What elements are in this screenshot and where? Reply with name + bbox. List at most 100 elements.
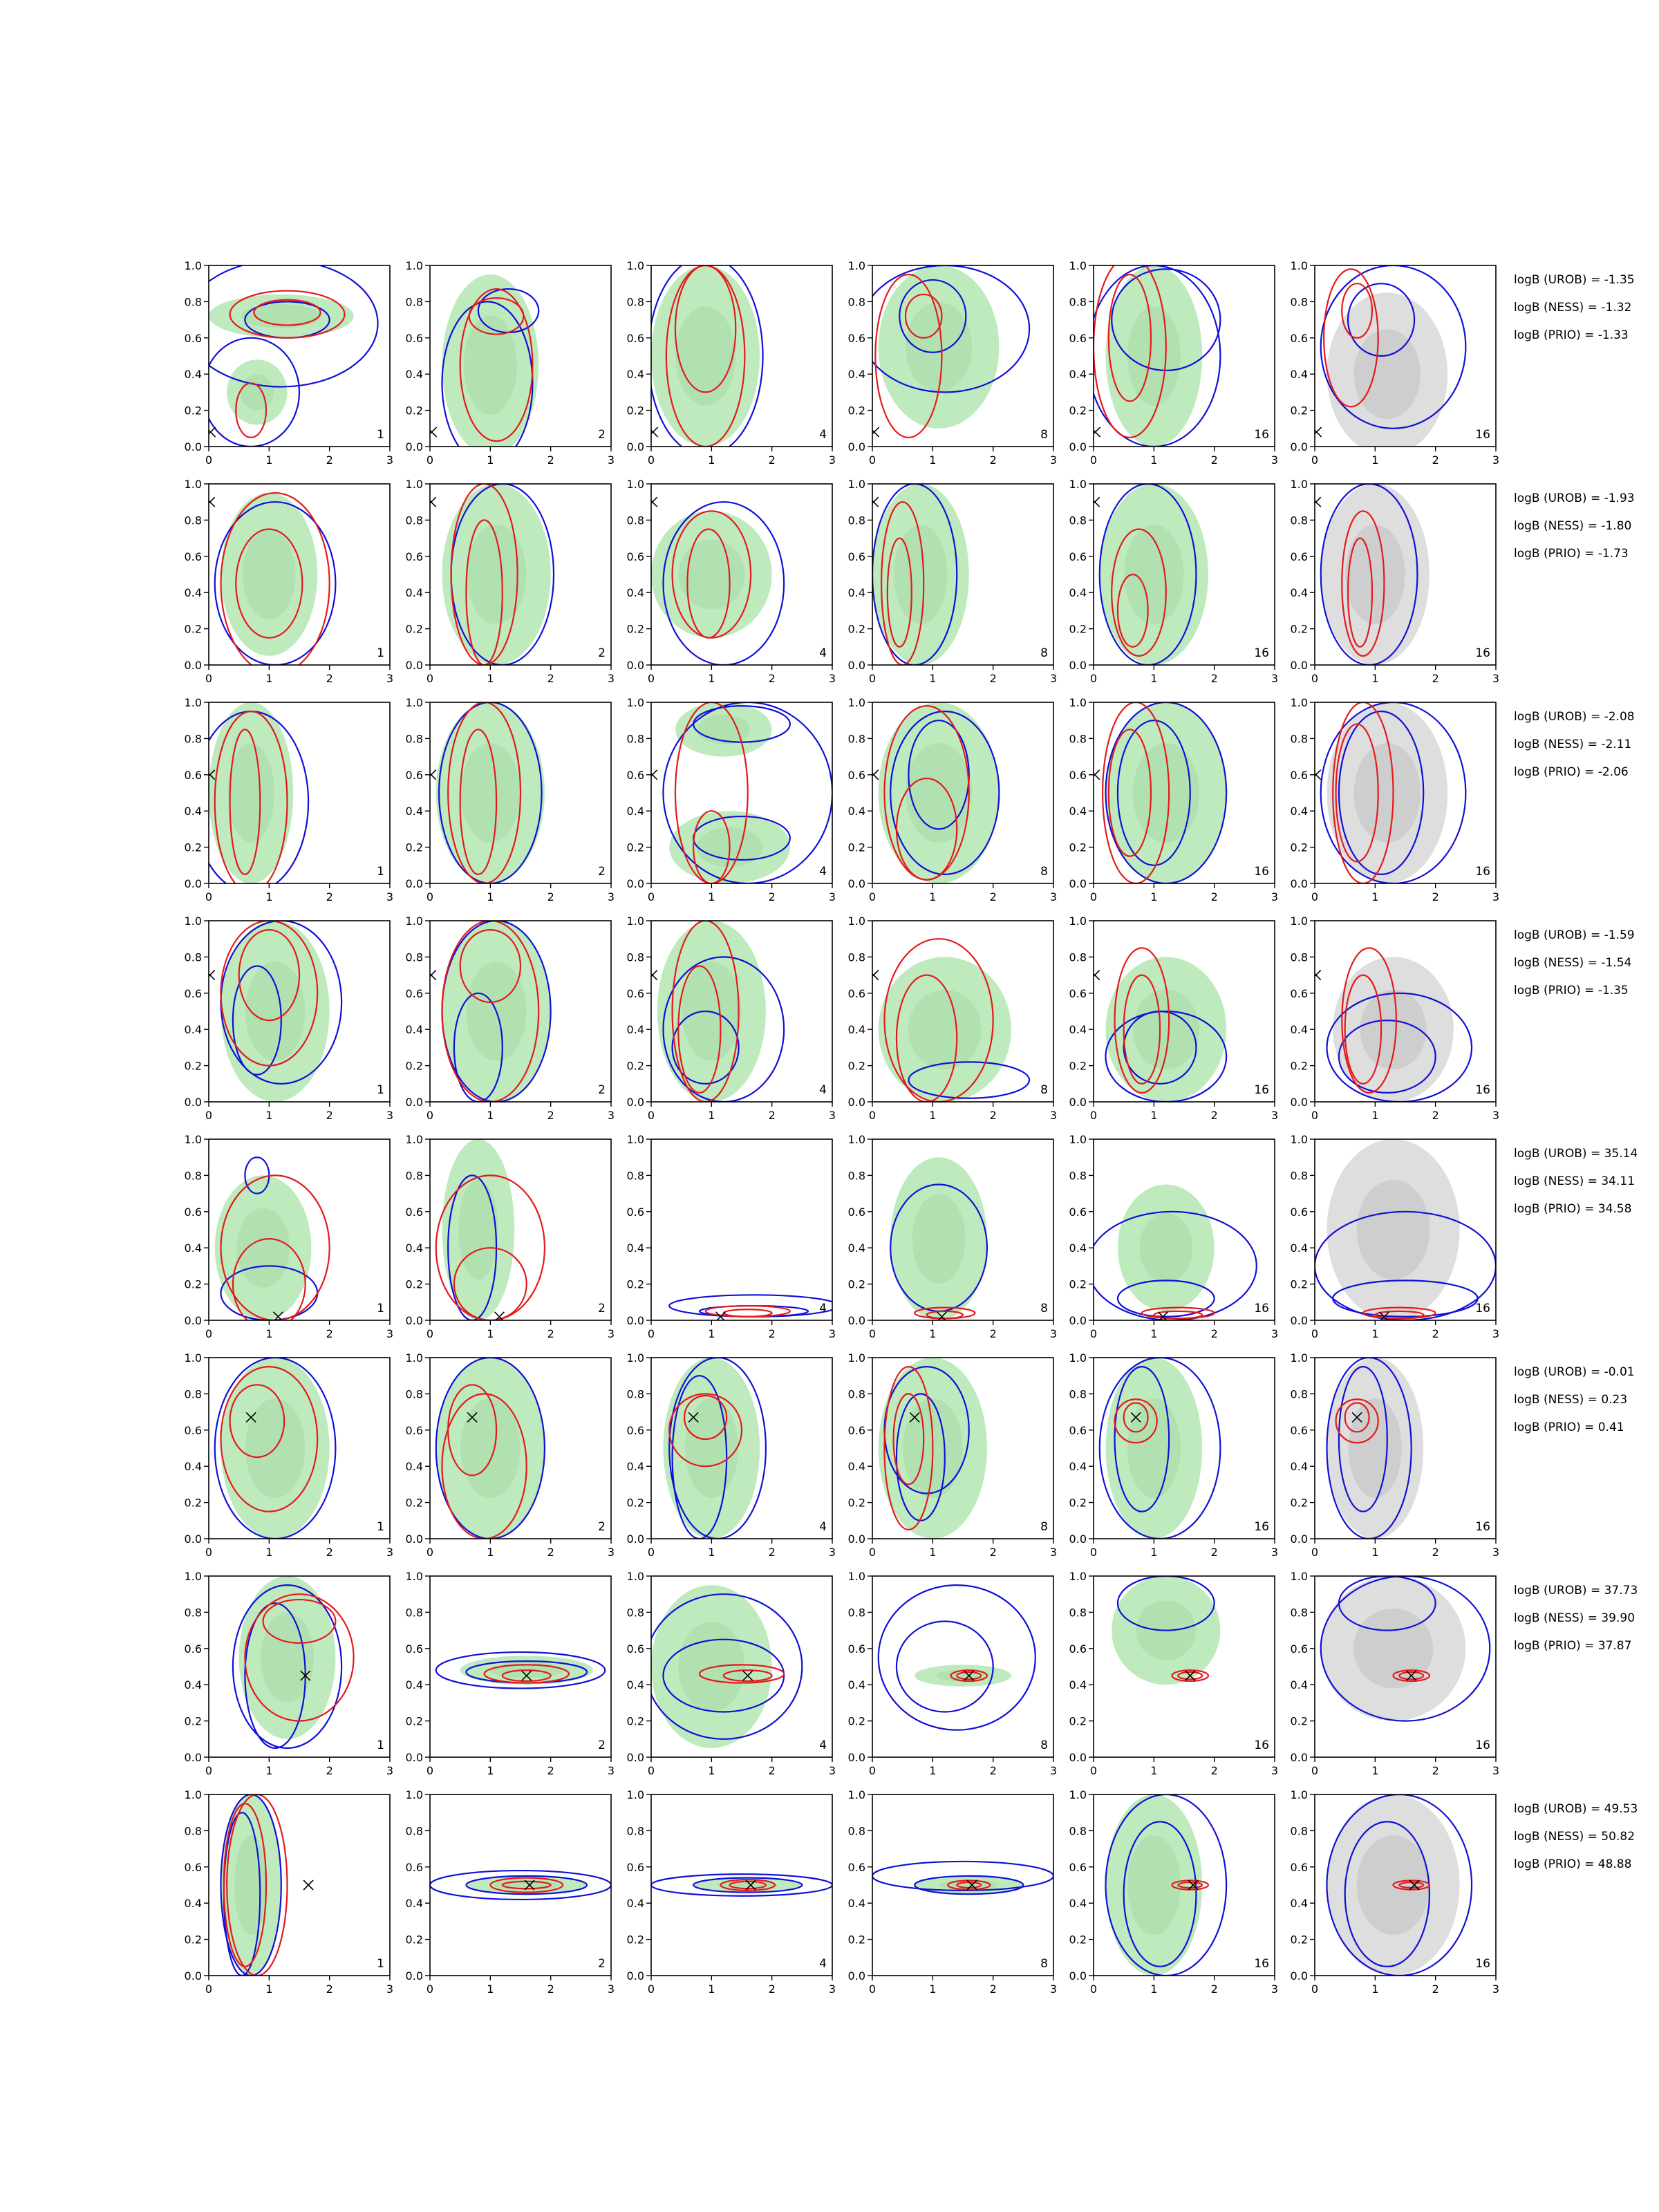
subplot-r8-c2: 0 1 2 30.00.20.40.60.81.02 — [406, 1788, 615, 1996]
y-tick-label: 0.0 — [848, 1969, 865, 1983]
y-tick-label: 0.0 — [1069, 1314, 1087, 1327]
grey-density-region — [1327, 1358, 1424, 1539]
subplot-r7-c6: 0 1 2 3 0.0 0.2 0.4 0.6 0.8 1.0 16 — [1291, 1570, 1500, 1777]
y-tick-label: 0.4 — [627, 1460, 644, 1473]
x-tick-label: 3 — [608, 890, 615, 903]
panel-label: 2 — [598, 1083, 606, 1097]
green-density-region — [1105, 1358, 1203, 1539]
x-tick-label: 2 — [1432, 890, 1439, 903]
y-tick-label: 0.0 — [627, 1314, 644, 1327]
y-tick-label: 0.4 — [1069, 1897, 1087, 1910]
x-tick-label: 0 — [1311, 1546, 1318, 1559]
plot-area — [214, 1358, 337, 1539]
y-tick-label: 1.0 — [1069, 259, 1087, 272]
x-tick-label: 1 — [487, 1983, 494, 1996]
y-tick-label: 0.8 — [406, 1824, 423, 1837]
blue-contour — [872, 1860, 1053, 1891]
red-contour — [244, 1593, 355, 1722]
y-tick-label: 0.6 — [627, 769, 644, 782]
plot-area — [1094, 702, 1228, 883]
y-tick-label: 1.0 — [848, 1351, 865, 1365]
plot-area — [209, 492, 337, 665]
plot-area — [435, 1358, 546, 1539]
x-tick-label: 2 — [547, 453, 554, 467]
subplot-r1-c1: 0 1 2 3 0.0 0.2 0.4 0.6 0.8 1.0 1 — [185, 259, 394, 467]
x-tick-label: 2 — [547, 1983, 554, 1996]
y-tick-label: 0.4 — [185, 1897, 202, 1910]
red-contour — [1322, 268, 1379, 408]
axes-frame — [872, 1794, 1054, 1976]
truth-marker — [872, 970, 879, 981]
y-tick-label: 0.2 — [1069, 1278, 1087, 1291]
axes-frame — [208, 920, 391, 1103]
green-density-core — [908, 989, 982, 1069]
x-tick-label: 0 — [648, 453, 655, 467]
y-tick-label: 0.2 — [627, 404, 644, 418]
x-tick-label: 2 — [990, 1327, 997, 1340]
y-tick-label: 0.4 — [185, 1678, 202, 1691]
y-tick-label: 0.2 — [406, 404, 423, 418]
y-tick-label: 1.0 — [1069, 1133, 1087, 1146]
y-tick-label: 0.4 — [627, 586, 644, 599]
y-tick-label: 0.8 — [848, 514, 865, 527]
y-tick-label: 0.0 — [406, 1751, 423, 1764]
y-tick-label: 0.8 — [627, 950, 644, 964]
axes-frame — [208, 1794, 391, 1976]
plot-area — [1315, 947, 1473, 1102]
subplot-r5-c2: 0 1 2 30.00.20.40.60.81.02 — [406, 1133, 615, 1340]
x-tick-label: 2 — [1432, 1327, 1439, 1340]
subplot-r6-c4: 0 1 2 3 0.0 0.2 0.4 0.6 0.8 1.0 8 — [848, 1351, 1058, 1559]
y-tick-label: 0.0 — [1069, 1533, 1087, 1546]
y-tick-label: 0.2 — [1291, 1060, 1308, 1073]
y-tick-label: 0.2 — [185, 1060, 202, 1073]
panel-label: 16 — [1254, 1302, 1269, 1315]
y-tick-label: 0.4 — [406, 805, 423, 818]
axes-frame — [650, 702, 833, 884]
truth-marker — [1130, 1412, 1141, 1423]
red-contour — [1335, 723, 1379, 863]
red-contour — [226, 1794, 288, 1976]
blue-contour — [435, 1651, 606, 1689]
green-density-core — [227, 742, 274, 843]
truth-marker — [303, 1880, 314, 1891]
blue-contour — [435, 1358, 546, 1539]
y-tick-label: 1.0 — [406, 1788, 423, 1801]
subplot-r1-c3: 0 1 2 3 0.0 0.2 0.4 0.6 0.8 1.0 4 — [627, 259, 836, 467]
x-tick-label: 0 — [427, 1764, 433, 1777]
subplot-r2-c4: 0 1 2 3 0.0 0.2 0.4 0.6 0.8 1.0 8 — [848, 478, 1058, 685]
red-contour — [229, 729, 261, 875]
y-tick-label: 0.0 — [848, 659, 865, 672]
axes-frame — [650, 1138, 833, 1321]
y-tick-label: 0.6 — [1291, 769, 1308, 782]
row-7: 0 1 2 30.00.20.40.60.81.010 1 2 30.00.20.40.60… — [185, 1570, 1638, 1777]
x-tick-label: 1 — [929, 672, 936, 685]
blue-contour — [1105, 1794, 1228, 1976]
panel-label: 1 — [377, 1738, 384, 1752]
blue-contour — [1338, 1365, 1388, 1512]
y-tick-label: 1.0 — [627, 1570, 644, 1583]
y-tick-label: 0.2 — [1069, 1060, 1087, 1073]
x-tick-label: 1 — [1371, 1109, 1378, 1122]
y-tick-label: 1.0 — [627, 696, 644, 709]
plot-area — [668, 1294, 832, 1320]
plot-area — [872, 1860, 1053, 1895]
x-tick-label: 2 — [990, 890, 997, 903]
red-contour — [1344, 1402, 1370, 1433]
row-5: 0 1 2 30.00.20.40.60.81.010 1 2 30.00.20.40.60… — [185, 1133, 1638, 1340]
y-tick-label: 0.6 — [406, 769, 423, 782]
red-contour — [1141, 1306, 1215, 1320]
axes-frame — [1093, 1575, 1275, 1758]
blue-contour — [438, 702, 543, 883]
subplot-r6-c2: 0 1 2 30.00.20.40.60.81.02 — [406, 1351, 615, 1559]
green-density-region — [1105, 957, 1227, 1102]
y-tick-label: 1.0 — [185, 1788, 202, 1801]
truth-marker — [300, 1670, 311, 1681]
blue-contour — [453, 992, 503, 1102]
red-contour — [674, 265, 737, 393]
subplot-r4-c4: 0 1 2 3 0.0 0.2 0.4 0.6 0.8 1.0 8 — [848, 915, 1058, 1122]
y-tick-label: 0.0 — [627, 1096, 644, 1109]
x-tick-label: 3 — [386, 1983, 393, 1996]
y-tick-label: 1.0 — [1291, 478, 1308, 491]
y-tick-label: 0.4 — [627, 1897, 644, 1910]
y-tick-label: 1.0 — [1069, 1570, 1087, 1583]
